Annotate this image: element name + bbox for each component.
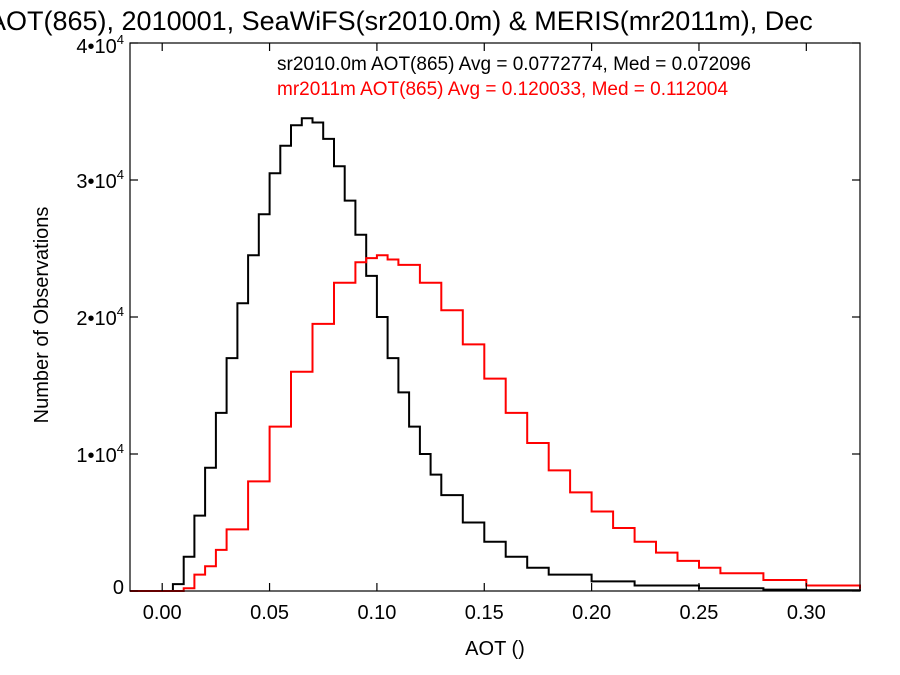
x-axis-label: AOT (): [465, 638, 525, 660]
plot-frame: [129, 42, 861, 592]
series-line-mr2011m: [130, 254, 861, 592]
x-tick-label: 0.10: [357, 602, 396, 624]
x-tick-label: 0.30: [787, 602, 826, 624]
plot-area: [130, 117, 861, 592]
chart-title: AOT(865), 2010001, SeaWiFS(sr2010.0m) & …: [0, 6, 813, 36]
x-tick-label: 0.05: [250, 602, 289, 624]
x-tick-label: 0.20: [572, 602, 611, 624]
x-tick-label: 0.25: [680, 602, 719, 624]
y-tick-label: 1•104: [76, 441, 124, 467]
x-tick-label: 0.15: [465, 602, 504, 624]
legend-entry-sr2010: sr2010.0m AOT(865) Avg = 0.0772774, Med …: [277, 54, 751, 75]
y-tick-label: 4•104: [76, 32, 124, 58]
y-tick-label: 3•104: [76, 167, 124, 193]
x-tick-label: 0.00: [143, 602, 182, 624]
y-tick-label: 0: [113, 577, 124, 599]
x-axis: 0.00 0.05 0.10 0.15 0.20 0.25 0.30: [143, 43, 826, 624]
y-axis: 0 1•104 2•104 3•104 4•104: [76, 32, 860, 599]
y-tick-label: 2•104: [76, 304, 124, 330]
legend-entry-mr2011: mr2011m AOT(865) Avg = 0.120033, Med = 0…: [277, 79, 728, 100]
y-axis-label: Number of Observations: [31, 207, 53, 424]
series-line-sr2010.0m: [130, 117, 861, 592]
